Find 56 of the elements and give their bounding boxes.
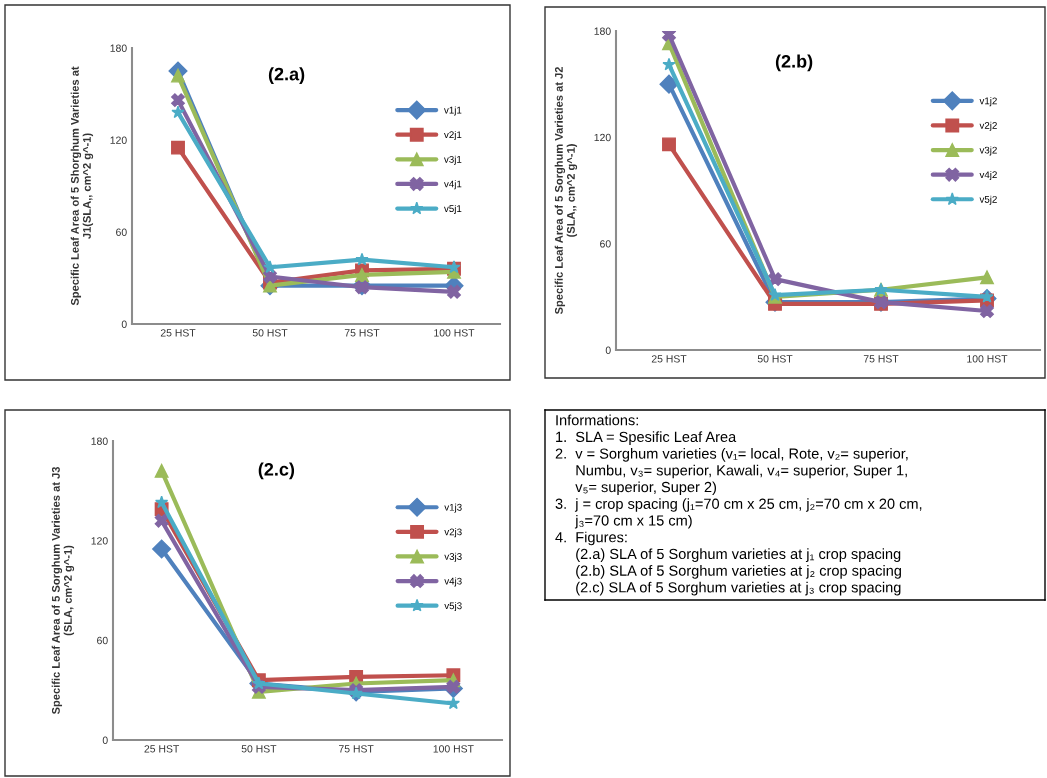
y-tick-label: 120	[594, 133, 611, 142]
y-axis-title: Specific Leaf Area of 5 Shorghum Varieties at J1(SLA,, cm^2 g^-1)	[70, 66, 94, 306]
y-tick-label: 180	[594, 27, 611, 35]
text: 3. j = crop spacing (j₁=70 cm x 25 cm, j₂=70 cm x 20 cm,	[555, 498, 922, 512]
legend-label: v1j1	[444, 106, 462, 116]
x-tick-label: 100 HST	[434, 329, 475, 337]
text: Numbu, v₃= superior, Kawali, v₄= superior, Super 1,	[576, 464, 907, 479]
text: 2. v = Sorghum varieties (v₁= local, Rote, v₂= superior,	[555, 448, 908, 462]
x-tick-label: 25 HST	[144, 745, 180, 753]
y-tick-label: 120	[91, 537, 108, 545]
y-tick-label: 60	[97, 636, 108, 645]
text: j₃=70 cm x 15 cm)	[574, 514, 692, 529]
x-tick-label: 25 HST	[160, 329, 196, 337]
text: (2.b)	[775, 54, 813, 72]
x-tick-label: 50 HST	[241, 745, 277, 753]
y-tick-label: 180	[91, 437, 108, 445]
y-tick-label: 0	[102, 736, 108, 744]
legend-label: v5j3	[444, 602, 462, 612]
text: 4. Figures:	[555, 531, 627, 546]
x-tick-label: 50 HST	[757, 355, 793, 363]
x-tick-label: 75 HST	[339, 745, 374, 753]
legend-label: v1j3	[444, 503, 462, 513]
text: (2.a) SLA of 5 Sorghum varieties at j₁ crop spacing	[576, 548, 901, 562]
legend-label: v3j2	[979, 146, 997, 156]
x-tick-label: 75 HST	[344, 329, 380, 337]
legend-label: v3j3	[444, 552, 462, 562]
x-tick-label: 75 HST	[863, 355, 899, 363]
y-axis-title: Specific Leaf Area of 5 Sorghum Varieties at J3 (SLA, cm^2 g^-1)	[51, 466, 75, 715]
text: (2.c) SLA of 5 Sorghum varieties at j₃ crop spacing	[576, 581, 901, 596]
legend-label: v5j2	[979, 195, 997, 205]
text: v₅= superior, Super 2)	[575, 481, 717, 496]
legend-label: v4j2	[979, 171, 997, 181]
legend-label: v2j3	[444, 528, 462, 538]
x-tick-label: 50 HST	[252, 329, 288, 337]
legend-label: v5j1	[444, 204, 462, 214]
y-tick-label: 0	[605, 346, 611, 354]
legend-label: v4j1	[444, 180, 462, 190]
y-tick-label: 0	[121, 320, 127, 328]
legend-label: v1j2	[979, 97, 997, 107]
text: 1. SLA = Spesific Leaf Area	[556, 431, 737, 445]
text: (2.b) SLA of 5 Sorghum varieties at j₂ crop spacing	[576, 565, 901, 579]
legend-label: v4j3	[444, 577, 462, 587]
text: (2.c)	[258, 462, 295, 480]
legend-label: v3j1	[444, 155, 462, 165]
legend-label: v2j2	[979, 121, 997, 131]
text: (2.a)	[268, 67, 305, 85]
x-tick-label: 100 HST	[433, 745, 474, 753]
y-axis-title: Specific Leaf Area of 5 Sorghum Varieties at J2 (SLA,, cm^2 g^-1)	[554, 67, 578, 315]
y-tick-label: 60	[116, 228, 127, 236]
text: Informations:	[556, 414, 638, 426]
x-tick-label: 100 HST	[967, 355, 1008, 363]
legend-label: v2j1	[444, 131, 462, 141]
y-tick-label: 60	[600, 240, 611, 248]
x-tick-label: 25 HST	[651, 355, 687, 363]
y-tick-label: 180	[110, 44, 127, 52]
y-tick-label: 120	[110, 136, 127, 144]
